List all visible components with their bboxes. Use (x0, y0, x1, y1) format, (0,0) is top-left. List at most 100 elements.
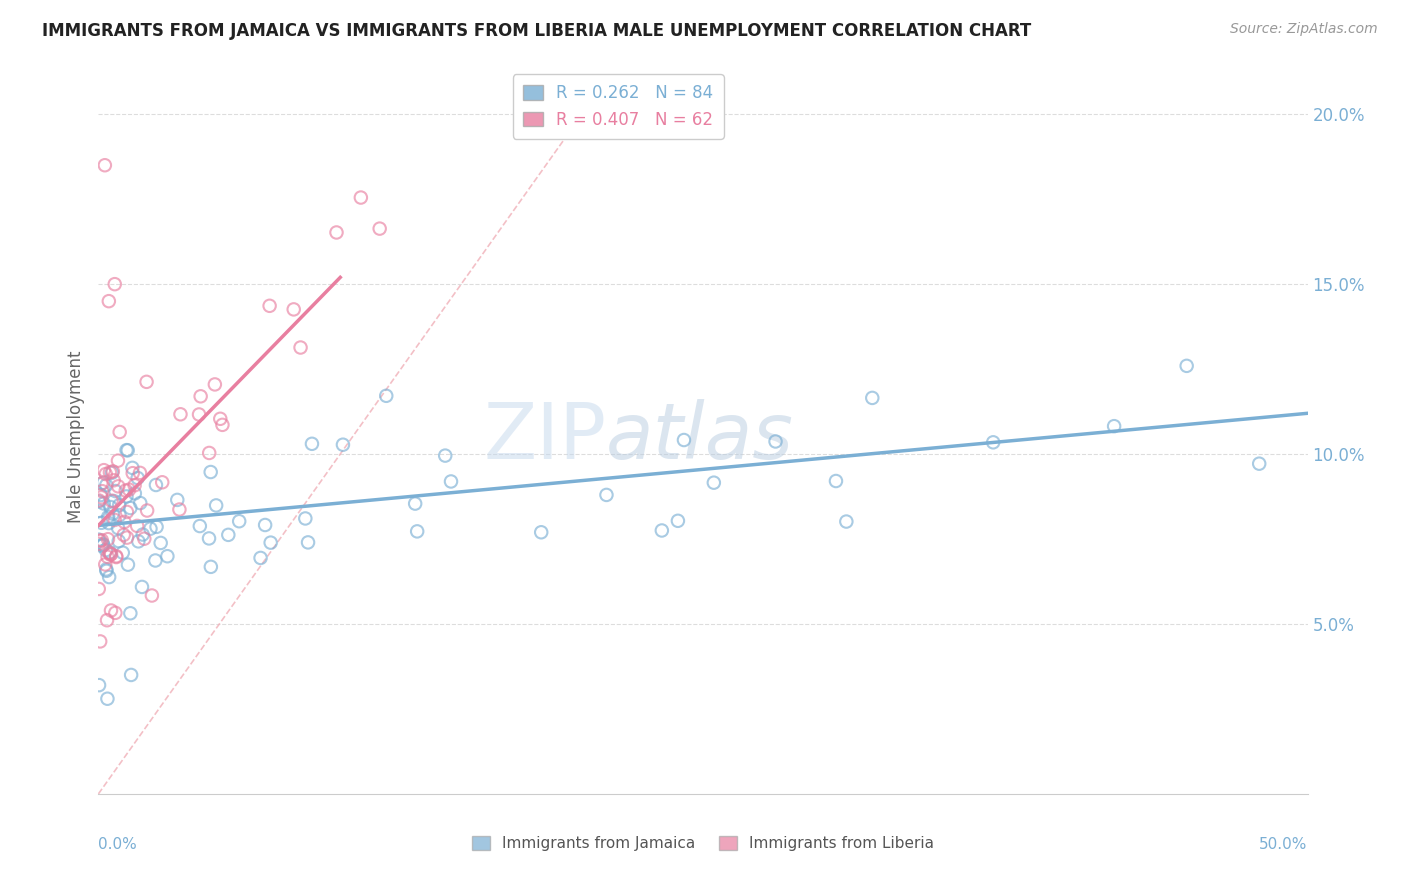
Point (98, 466, 121, 480)
Text: atlas: atlas (606, 399, 794, 475)
Point (121, 466, 143, 480)
Point (136, 503, 159, 517)
Point (200, 559, 222, 574)
Point (200, 465, 222, 479)
Point (115, 490, 138, 504)
Point (97, 509, 120, 524)
Point (94, 467, 117, 481)
Point (96, 691, 118, 706)
Point (90, 516, 112, 530)
Point (120, 501, 142, 516)
Point (135, 375, 157, 389)
Point (96, 562, 118, 576)
Point (124, 478, 146, 492)
Point (91, 537, 114, 551)
Point (90, 491, 112, 505)
Text: Source: ZipAtlas.com: Source: ZipAtlas.com (1230, 22, 1378, 37)
Point (117, 443, 139, 458)
Point (105, 550, 128, 565)
Text: IMMIGRANTS FROM JAMAICA VS IMMIGRANTS FROM LIBERIA MALE UNEMPLOYMENT CORRELATION: IMMIGRANTS FROM JAMAICA VS IMMIGRANTS FR… (42, 22, 1032, 40)
Point (87, 494, 110, 508)
Point (127, 471, 149, 485)
Point (651, 524, 673, 538)
Point (124, 486, 146, 500)
Point (166, 492, 188, 507)
Point (188, 519, 211, 533)
Point (112, 515, 135, 529)
Point (96, 478, 118, 492)
Point (87, 582, 110, 596)
Point (666, 514, 689, 528)
Legend: Immigrants from Jamaica, Immigrants from Liberia: Immigrants from Jamaica, Immigrants from… (465, 830, 941, 857)
Point (139, 522, 162, 536)
Point (131, 527, 153, 541)
Point (249, 550, 271, 565)
Point (101, 507, 124, 521)
Point (105, 549, 128, 564)
Point (103, 473, 125, 487)
Text: 0.0%: 0.0% (98, 837, 138, 852)
Point (93, 496, 115, 510)
Point (90, 533, 112, 548)
Point (127, 534, 149, 549)
Point (145, 520, 167, 534)
Point (108, 425, 131, 439)
Point (96, 564, 118, 578)
Point (104, 277, 127, 292)
Point (434, 449, 457, 463)
Point (87, 493, 110, 508)
Point (115, 505, 138, 519)
Point (97, 532, 120, 546)
Point (204, 377, 226, 392)
Point (127, 519, 149, 533)
Point (98, 545, 121, 559)
Point (198, 446, 221, 460)
Point (1102, 419, 1125, 434)
Point (89, 533, 111, 548)
Point (1249, 457, 1271, 471)
Point (981, 435, 1004, 450)
Point (283, 302, 305, 317)
Point (294, 511, 316, 525)
Point (87, 678, 110, 692)
Point (117, 558, 139, 572)
Point (350, 190, 373, 204)
Point (107, 534, 129, 549)
Point (290, 341, 312, 355)
Point (404, 497, 426, 511)
Point (129, 496, 152, 510)
Point (141, 589, 163, 603)
Point (672, 433, 695, 447)
Point (375, 389, 398, 403)
Point (211, 417, 233, 432)
Y-axis label: Male Unemployment: Male Unemployment (66, 351, 84, 524)
Point (94, 558, 117, 572)
Point (190, 389, 212, 403)
Point (103, 494, 125, 508)
Point (217, 528, 239, 542)
Point (111, 546, 134, 560)
Point (115, 443, 138, 458)
Point (254, 518, 277, 533)
Point (332, 438, 354, 452)
Point (121, 460, 143, 475)
Point (107, 453, 129, 467)
Point (325, 226, 347, 240)
Point (100, 493, 122, 508)
Point (93, 475, 115, 490)
Point (145, 478, 167, 492)
Point (100, 500, 122, 514)
Text: ZIP: ZIP (484, 399, 606, 475)
Point (134, 532, 156, 546)
Point (129, 466, 152, 480)
Point (107, 479, 129, 493)
Point (108, 498, 131, 512)
Point (297, 535, 319, 549)
Point (112, 528, 135, 542)
Point (145, 553, 167, 567)
Point (406, 524, 429, 539)
Point (98, 570, 121, 584)
Point (101, 464, 124, 478)
Point (860, 391, 883, 405)
Point (118, 483, 141, 497)
